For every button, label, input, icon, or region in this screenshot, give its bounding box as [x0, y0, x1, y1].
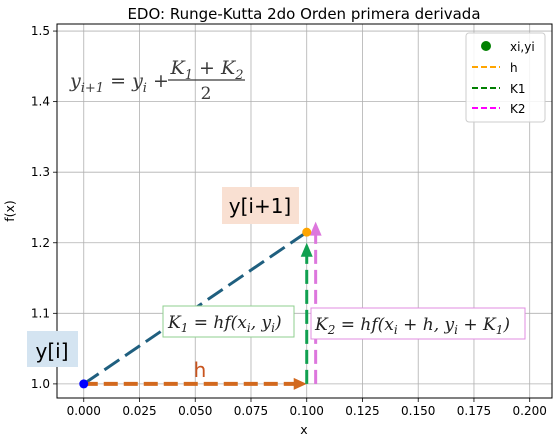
x-tick-label: 0.100	[290, 404, 324, 418]
x-tick-label: 0.075	[234, 404, 268, 418]
legend-label-h: h	[510, 61, 518, 75]
x-tick-label: 0.000	[67, 404, 101, 418]
svg-text:yi+1 = yi +: yi+1 = yi +	[69, 70, 169, 96]
svg-text:K1 = hf(xi, yi): K1 = hf(xi, yi)	[167, 313, 282, 335]
arrow-head	[309, 221, 322, 236]
y-tick-label: 1.1	[31, 306, 50, 320]
y-tick-label: 1.0	[31, 377, 50, 391]
legend: xi,yi h K1 K2	[465, 32, 546, 123]
y-axis-label: f(x)	[2, 200, 17, 222]
x-tick-label: 0.125	[345, 404, 379, 418]
y-tick-label: 1.5	[31, 24, 50, 38]
y-tick-label: 1.3	[31, 165, 50, 179]
rk2-formula: yi+1 = yi + K1 + K2 2	[69, 57, 245, 104]
svg-text:y[i]: y[i]	[36, 339, 69, 363]
legend-label-k2: K2	[510, 102, 526, 116]
svg-text:K1 + K2: K1 + K2	[170, 57, 244, 83]
label-h: h	[194, 358, 207, 382]
arrow-head	[293, 377, 307, 390]
label-yi: y[i]	[27, 331, 78, 367]
arrow-head	[300, 242, 313, 257]
data-point-start	[79, 379, 89, 389]
legend-label-k1: K1	[510, 82, 526, 96]
x-tick-label: 0.175	[457, 404, 491, 418]
x-tick-label: 0.050	[178, 404, 212, 418]
label-yi1: y[i+1]	[222, 187, 299, 224]
plot-frame	[56, 23, 553, 399]
y-tick-label: 1.4	[31, 95, 50, 109]
chart-title: EDO: Runge-Kutta 2do Orden primera deriv…	[127, 5, 480, 23]
h-arrow	[83, 377, 307, 390]
label-k1: K1 = hf(xi, yi)	[162, 305, 295, 338]
x-axis-label: x	[300, 422, 307, 437]
svg-text:2: 2	[201, 84, 212, 104]
legend-label-xiyi: xi,yi	[510, 40, 535, 54]
x-tick-label: 0.025	[122, 404, 156, 418]
x-tick-label: 0.150	[401, 404, 435, 418]
ticks: 0.000 0.025 0.050 0.075 0.100 0.125 0.150 0.175…	[31, 24, 547, 418]
legend-marker-xiyi	[481, 41, 491, 51]
svg-text:K2 = hf(xi + h, yi + K1): K2 = hf(xi + h, yi + K1)	[314, 315, 510, 337]
x-tick-label: 0.200	[513, 404, 547, 418]
svg-text:y[i+1]: y[i+1]	[229, 194, 291, 218]
data-point-end	[302, 227, 312, 237]
label-k2: K2 = hf(xi + h, yi + K1)	[310, 307, 526, 340]
y-tick-label: 1.2	[31, 236, 50, 250]
k1-arrow	[300, 242, 313, 384]
k2-arrow	[309, 221, 322, 384]
